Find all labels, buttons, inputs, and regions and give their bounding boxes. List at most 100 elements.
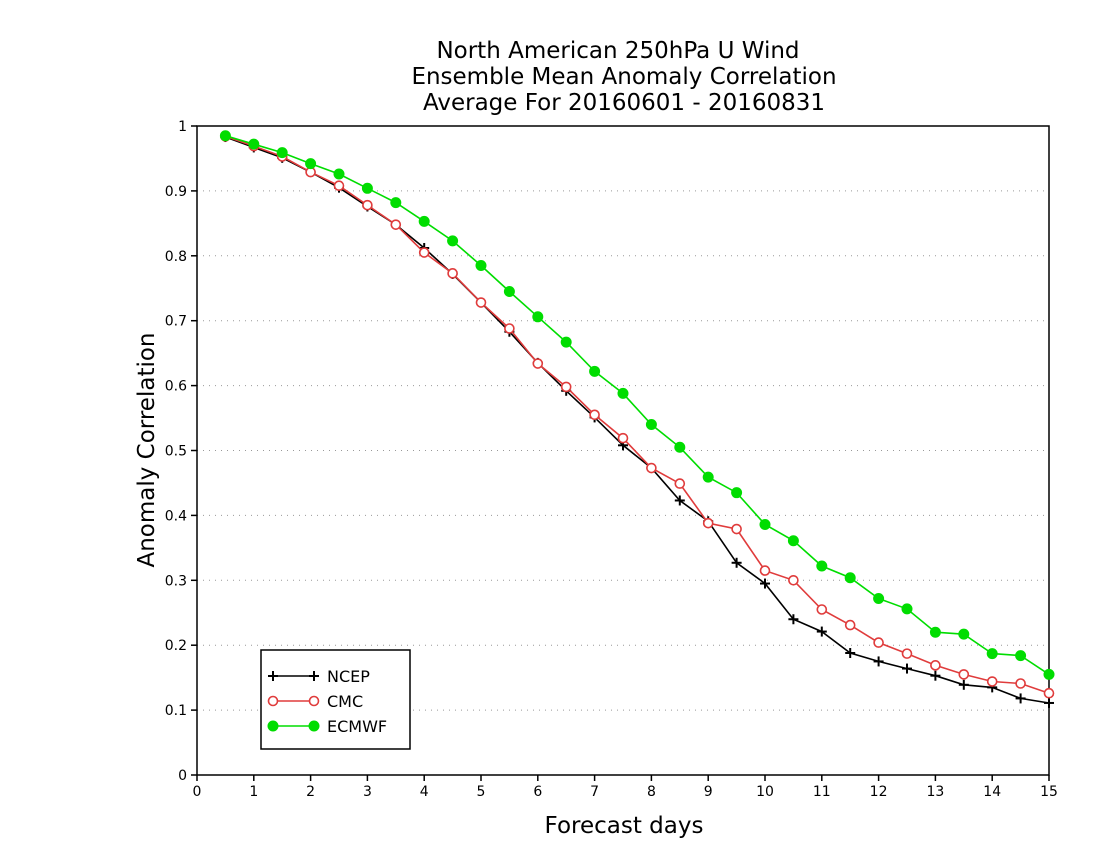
point-cmc [702,517,714,529]
x-tick-label: 13 [926,784,944,800]
x-tick-label: 6 [533,784,542,800]
point-cmc [986,676,998,687]
y-tick-label: 0.5 [165,444,187,460]
series-cmc [220,131,1055,699]
point-ecmwf [787,535,799,547]
x-tick-label: 10 [756,784,774,800]
series-line-ecmwf [225,134,1050,676]
chart-title-line-1: North American 250hPa U Wind [436,38,799,64]
point-ecmwf [901,603,913,615]
point-cmc [958,669,970,680]
point-cmc [759,565,771,576]
legend-marker [267,695,279,707]
legend-label: ECMWF [327,717,387,736]
y-tick-label: 0.6 [165,379,187,395]
legend: NCEP CMC ECMWF [260,649,411,750]
legend-marker [308,695,320,707]
legend-box [260,649,411,750]
point-ncep [1015,693,1026,704]
x-tick-label: 4 [420,784,429,800]
point-cmc [532,358,544,369]
point-cmc [816,604,828,615]
point-ecmwf [929,626,941,638]
legend-label: CMC [327,692,363,711]
legend-marker [309,671,319,681]
point-ecmwf [645,419,657,431]
point-ecmwf [759,518,771,530]
point-ecmwf [418,215,430,227]
point-ncep [816,626,827,637]
point-ecmwf [844,572,856,584]
point-cmc [873,637,884,648]
point-cmc [674,478,686,489]
x-tick-label: 12 [870,784,888,800]
point-cmc [589,409,600,421]
point-ncep [958,679,969,690]
point-ecmwf [617,387,629,399]
point-cmc [930,660,941,671]
legend-item-ncep: NCEP [268,667,370,686]
legend-label: NCEP [327,667,370,686]
x-tick-label: 14 [983,784,1001,800]
x-tick-label: 15 [1040,784,1058,800]
series-layer [219,130,1055,708]
y-axis-title: Anomaly Correlation [134,332,160,567]
x-axis-ticks: 0 1 2 3 4 5 6 7 8 9 10 11 12 13 14 15 [193,775,1058,800]
x-axis-title: Forecast days [545,813,704,839]
legend-item-ecmwf: ECMWF [267,717,387,736]
point-ecmwf [390,197,402,209]
point-ecmwf [447,235,459,247]
legend-marker [268,671,278,681]
x-tick-label: 3 [363,784,372,800]
point-cmc [390,219,402,230]
x-tick-label: 7 [590,784,599,800]
point-ecmwf [219,130,231,142]
point-ecmwf [674,441,686,453]
point-ecmwf [702,471,714,483]
point-ncep [930,670,941,681]
point-ecmwf [560,336,572,348]
series-ecmwf [219,130,1055,680]
y-axis-ticks: 0 0.1 0.2 0.3 0.4 0.5 0.6 0.7 0.8 0.9 1 [165,119,197,784]
point-ncep [788,614,799,625]
point-ecmwf [503,285,515,297]
point-ecmwf [276,147,288,159]
chart-title-line-2: Ensemble Mean Anomaly Correlation [411,64,836,90]
point-ncep [674,495,685,506]
y-tick-label: 0.4 [165,508,187,524]
point-ecmwf [248,138,260,150]
point-ecmwf [361,182,373,194]
point-ecmwf [333,168,345,180]
point-ncep [873,656,884,667]
point-cmc [844,619,856,631]
y-tick-label: 0.2 [165,638,187,654]
point-ecmwf [986,648,998,660]
legend-marker [267,720,279,732]
x-tick-label: 9 [704,784,713,800]
y-tick-label: 0.1 [165,703,187,719]
point-cmc [901,648,913,659]
legend-item-cmc: CMC [267,692,363,711]
point-cmc [1015,678,1026,689]
point-ncep [760,578,770,589]
point-ecmwf [1043,668,1055,680]
x-tick-label: 11 [813,784,831,800]
y-tick-label: 0.7 [165,314,187,330]
point-ecmwf [532,311,544,323]
point-ecmwf [873,592,885,604]
x-tick-label: 1 [249,784,258,800]
point-cmc [504,323,515,334]
point-cmc [362,199,373,211]
point-cmc [475,297,487,308]
point-cmc [418,247,430,258]
series-line-ncep [225,136,1050,704]
point-cmc [617,432,629,444]
legend-marker [308,720,320,732]
point-cmc [333,180,345,192]
point-cmc [1043,687,1055,699]
x-tick-label: 8 [647,784,656,800]
point-cmc [731,523,742,535]
y-tick-label: 0.8 [165,249,187,265]
point-ncep [731,557,742,568]
